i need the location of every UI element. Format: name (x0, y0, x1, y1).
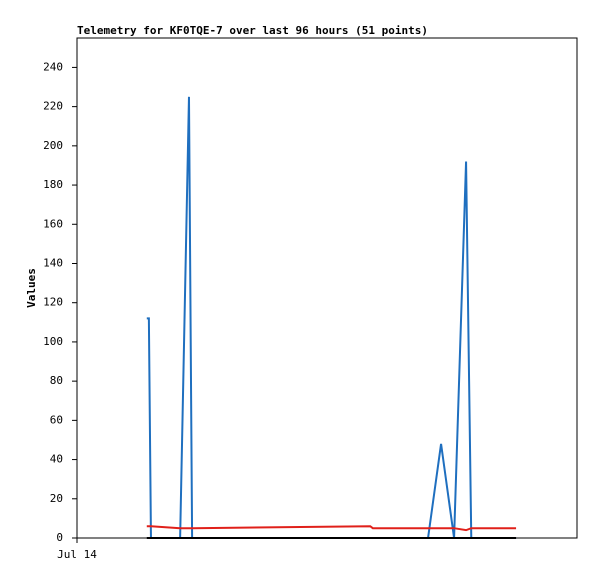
y-tick-label: 0 (56, 531, 63, 544)
plot-frame (76, 37, 578, 539)
y-tick-label: 240 (43, 60, 63, 73)
y-axis-label: Values (25, 268, 38, 308)
chart-title: Telemetry for KF0TQE-7 over last 96 hour… (77, 24, 428, 37)
y-tick-label: 180 (43, 178, 63, 191)
series-line (146, 525, 517, 532)
y-tick-label: 20 (50, 492, 63, 505)
series-line (146, 96, 517, 539)
y-tick-label: 200 (43, 139, 63, 152)
y-tick-label: 160 (43, 217, 63, 230)
y-tick-label: 220 (43, 100, 63, 113)
x-tick-label: Jul 14 (57, 548, 97, 561)
y-tick-label: 60 (50, 413, 63, 426)
y-tick-label: 40 (50, 453, 63, 466)
y-tick-label: 80 (50, 374, 63, 387)
y-tick-label: 140 (43, 256, 63, 269)
y-tick-label: 120 (43, 296, 63, 309)
y-tick-label: 100 (43, 335, 63, 348)
